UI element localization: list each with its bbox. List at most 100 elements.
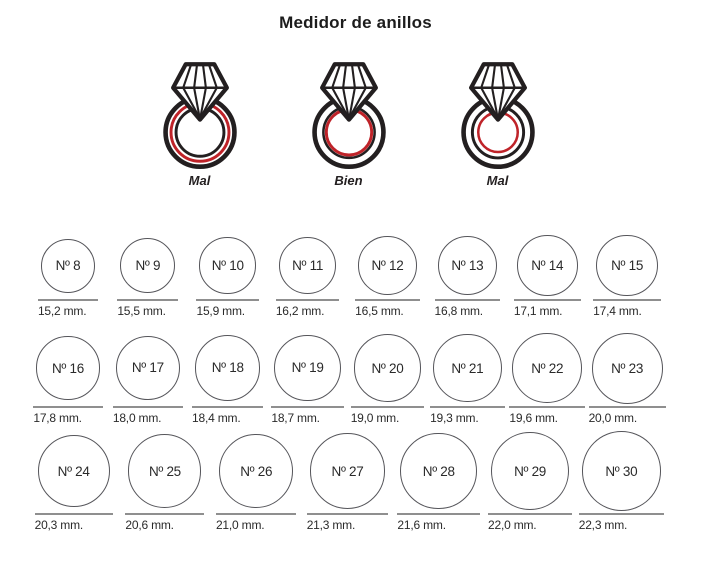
size-row: Nº 24 20,3 mm. Nº 25 20,6 mm. Nº 26 21,0 mm. N… (28, 431, 667, 532)
diameter-mm-label: 19,6 mm. (509, 411, 558, 425)
diameter-line (306, 513, 389, 515)
diameter-line (355, 299, 420, 301)
diameter-line (513, 299, 581, 301)
size-row: Nº 8 15,2 mm. Nº 9 15,5 mm. Nº 10 15,9 mm. Nº … (28, 234, 667, 318)
size-number-label: Nº 20 (371, 360, 404, 376)
size-number-label: Nº 9 (135, 258, 161, 273)
fit-examples-row: Mal Bien (0, 60, 704, 188)
diameter-measure: 17,1 mm. (513, 299, 581, 318)
size-circle: Nº 8 (40, 238, 95, 293)
diameter-mm-label: 18,7 mm. (271, 411, 320, 425)
size-circle-box: Nº 27 (309, 431, 386, 511)
diameter-mm-label: 22,0 mm. (488, 518, 537, 532)
size-number-label: Nº 14 (531, 258, 564, 273)
diameter-mm-label: 15,5 mm. (117, 304, 166, 318)
diameter-mm-label: 15,9 mm. (196, 304, 245, 318)
size-number-label: Nº 19 (291, 360, 324, 376)
size-circle-box: Nº 13 (437, 234, 498, 297)
ring-size-cell: Nº 9 15,5 mm. (108, 234, 188, 318)
ring-size-cell: Nº 28 21,6 mm. (393, 431, 484, 532)
size-circle-box: Nº 28 (400, 431, 478, 511)
size-number-label: Nº 28 (422, 463, 455, 479)
diameter-measure: 18,0 mm. (112, 406, 183, 425)
size-circle: Nº 21 (433, 333, 502, 403)
size-number-label: Nº 12 (371, 258, 404, 273)
diameter-line (509, 406, 585, 408)
size-circle: Nº 29 (491, 431, 570, 511)
size-circle: Nº 11 (278, 236, 337, 295)
diameter-mm-label: 18,0 mm. (112, 411, 162, 425)
diameter-measure: 22,3 mm. (578, 513, 664, 532)
fit-label: Bien (334, 173, 363, 188)
diameter-measure: 18,4 mm. (192, 406, 264, 425)
diamond-icon (468, 62, 527, 122)
ring-size-cell: Nº 29 22,0 mm. (484, 431, 575, 532)
diameter-mm-label: 19,3 mm. (430, 411, 479, 425)
diameter-line (578, 513, 664, 515)
diameter-mm-label: 22,3 mm. (578, 518, 628, 532)
diameter-mm-label: 16,8 mm. (434, 304, 484, 318)
size-circle: Nº 9 (120, 238, 176, 293)
size-circle-box: Nº 22 (512, 332, 582, 404)
size-circle: Nº 23 (591, 332, 663, 404)
diameter-mm-label: 19,0 mm. (350, 411, 400, 425)
fit-example-good: Bien (304, 60, 394, 188)
diameter-mm-label: 20,3 mm. (34, 518, 84, 532)
size-circle: Nº 24 (37, 434, 110, 508)
fit-label: Mal (486, 173, 509, 188)
diameter-mm-label: 20,0 mm. (588, 411, 638, 425)
size-number-label: Nº 21 (451, 360, 484, 376)
diameter-line (37, 299, 98, 301)
size-circle-box: Nº 24 (37, 431, 110, 511)
size-circle-box: Nº 29 (491, 431, 570, 511)
size-circle-box: Nº 9 (120, 234, 176, 297)
size-circle-box: Nº 15 (596, 234, 658, 297)
size-circle: Nº 25 (128, 434, 202, 508)
diameter-mm-label: 15,2 mm. (37, 304, 87, 318)
size-circle-box: Nº 14 (516, 234, 578, 297)
diameter-mm-label: 20,6 mm. (125, 518, 174, 532)
size-number-label: Nº 26 (240, 463, 273, 479)
diameter-line (34, 513, 113, 515)
size-number-label: Nº 15 (611, 257, 644, 273)
diameter-measure: 16,8 mm. (434, 299, 501, 318)
size-number-label: Nº 30 (605, 463, 638, 479)
size-circle-box: Nº 11 (278, 234, 337, 297)
size-circle-box: Nº 17 (115, 332, 180, 404)
diameter-measure: 21,0 mm. (215, 513, 297, 532)
size-circle: Nº 14 (516, 235, 578, 296)
ring-too-big-icon (460, 62, 535, 170)
diameter-mm-label: 17,1 mm. (513, 304, 563, 318)
diameter-mm-label: 16,5 mm. (355, 304, 404, 318)
size-circle: Nº 13 (437, 235, 498, 296)
ring-size-cell: Nº 21 19,3 mm. (427, 332, 507, 425)
ring-size-cell: Nº 22 19,6 mm. (507, 332, 587, 425)
ring-correct-icon (311, 62, 386, 170)
size-number-label: Nº 17 (131, 360, 164, 376)
size-circle: Nº 18 (195, 335, 261, 401)
diameter-line (215, 513, 297, 515)
size-circle-box: Nº 8 (40, 234, 95, 297)
diameter-line (434, 299, 501, 301)
diameter-measure: 19,6 mm. (509, 406, 585, 425)
ring-size-cell: Nº 27 21,3 mm. (302, 431, 393, 532)
size-number-label: Nº 18 (211, 360, 244, 376)
fit-label: Mal (188, 173, 211, 188)
size-circle: Nº 10 (199, 237, 256, 294)
diameter-mm-label: 21,6 mm. (397, 518, 446, 532)
diameter-measure: 17,8 mm. (33, 406, 103, 425)
diameter-mm-label: 17,8 mm. (33, 411, 82, 425)
size-circle-box: Nº 21 (433, 332, 502, 404)
diameter-measure: 18,7 mm. (271, 406, 344, 425)
size-circle: Nº 28 (400, 432, 478, 510)
size-number-label: Nº 13 (451, 258, 484, 273)
size-number-label: Nº 16 (51, 360, 84, 376)
ring-size-cell: Nº 11 16,2 mm. (268, 234, 348, 318)
ring-size-cell: Nº 23 20,0 mm. (587, 332, 667, 425)
diameter-measure: 20,0 mm. (588, 406, 666, 425)
ring-size-cell: Nº 14 17,1 mm. (507, 234, 587, 318)
diameter-mm-label: 21,0 mm. (215, 518, 265, 532)
diameter-line (488, 513, 573, 515)
diameter-measure: 19,0 mm. (350, 406, 425, 425)
